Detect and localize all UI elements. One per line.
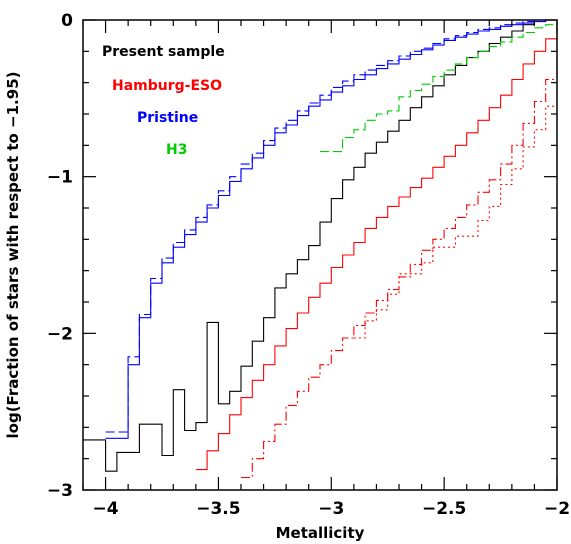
series-line-pristine bbox=[105, 19, 557, 439]
series-layer bbox=[83, 19, 558, 479]
y-axis-title: log(Fraction of stars with respect to −1… bbox=[4, 72, 22, 439]
x-tick-label: −3.5 bbox=[196, 499, 240, 519]
ticks-layer: −4 −3.5 −3 −2.5 −2 0 −1 −2 −3 bbox=[47, 11, 570, 519]
y-tick-label: −3 bbox=[47, 481, 73, 501]
y-tick-label: −2 bbox=[47, 324, 73, 344]
plot-frame bbox=[82, 19, 558, 491]
series-line-pristine-dashed bbox=[105, 19, 557, 433]
x-tick-label: −2.5 bbox=[422, 499, 466, 519]
legend-entry-pristine: Pristine bbox=[137, 110, 198, 126]
legend-entry-present-sample: Present sample bbox=[102, 44, 225, 60]
x-tick-label: −4 bbox=[93, 499, 119, 519]
legend-entry-hamburg-eso: Hamburg-ESO bbox=[112, 78, 222, 94]
legend-entry-h3: H3 bbox=[166, 142, 187, 158]
x-tick-label: −3 bbox=[318, 499, 344, 519]
legend: Present sample Hamburg-ESO Pristine H3 bbox=[102, 44, 225, 158]
series-line-h3 bbox=[320, 20, 558, 153]
x-tick-label: −2 bbox=[544, 499, 570, 519]
x-axis-title: Metallicity bbox=[276, 524, 365, 542]
y-tick-label: −1 bbox=[47, 168, 73, 188]
y-tick-label: 0 bbox=[61, 11, 73, 31]
series-line-hamburg-eso bbox=[195, 27, 558, 471]
series-line-hamburg-eso-dotted bbox=[353, 82, 558, 339]
